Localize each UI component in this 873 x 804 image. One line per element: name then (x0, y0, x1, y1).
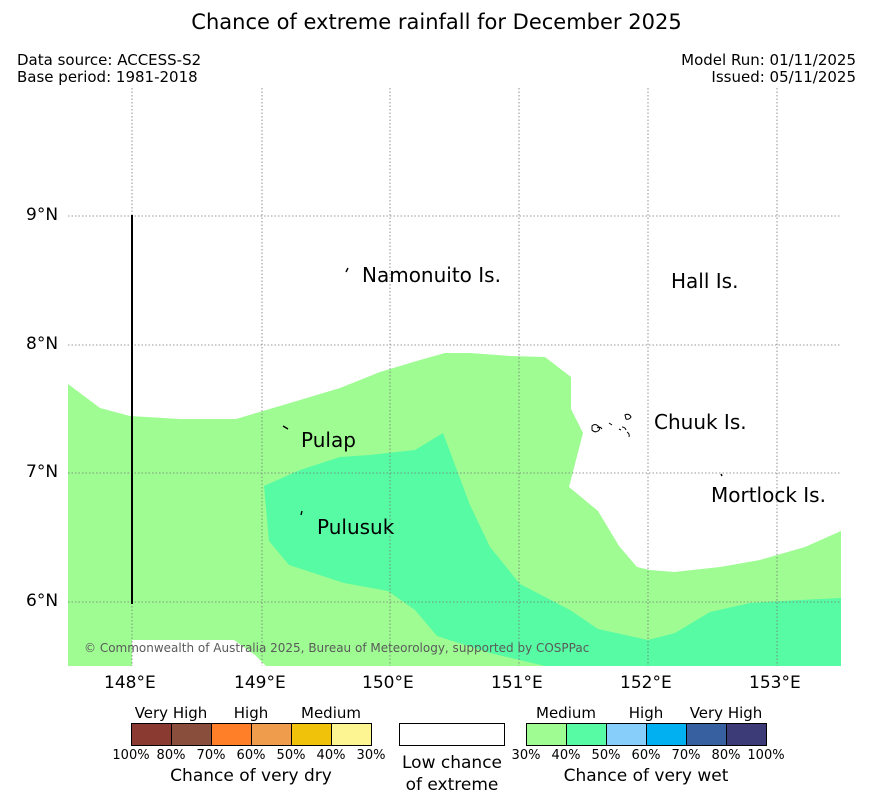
wet-tick-40: 40% (551, 748, 581, 763)
island-shapes (282, 267, 723, 516)
copyright-notice: © Commonwealth of Australia 2025, Bureau… (84, 641, 590, 655)
place-namonuito: Namonuito Is. (362, 263, 501, 287)
dry-very-high-label: Very High (134, 704, 208, 722)
model-run: Model Run: 01/11/2025 (681, 51, 856, 69)
wet-swatch-4 (686, 723, 727, 746)
dry-tick-30: 30% (356, 748, 386, 763)
place-hall: Hall Is. (671, 269, 739, 293)
lon-label-153e: 153°E (749, 673, 801, 693)
issued-date: Issued: 05/11/2025 (711, 68, 856, 86)
low-chance-label: Low chance of extreme (402, 752, 502, 796)
wet-tick-30: 30% (511, 748, 541, 763)
dry-tick-40: 40% (316, 748, 346, 763)
lat-label-8n: 8°N (26, 334, 59, 354)
medium-wet-40-50-region (264, 433, 841, 666)
lat-label-7n: 7°N (26, 462, 59, 482)
mortlock-island-shape (720, 473, 723, 477)
dry-tick-70: 70% (196, 748, 226, 763)
wet-swatch-1 (566, 723, 607, 746)
place-mortlock: Mortlock Is. (711, 483, 826, 507)
place-pulusuk: Pulusuk (317, 515, 395, 539)
lon-label-148e: 148°E (104, 673, 156, 693)
lon-label-150e: 150°E (362, 673, 414, 693)
chart-title: Chance of extreme rainfall for December … (191, 10, 682, 34)
dry-swatch-1 (171, 723, 212, 746)
wet-legend-title: Chance of very wet (563, 766, 729, 786)
wet-medium-label: Medium (536, 704, 596, 722)
gridlines (68, 88, 841, 666)
dry-swatch-5 (331, 723, 372, 746)
lat-label-6n: 6°N (26, 591, 59, 611)
namonuito-island-shape (345, 267, 349, 273)
data-source: Data source: ACCESS-S2 (17, 51, 202, 69)
dry-high-label: High (233, 704, 269, 722)
wet-tick-70: 70% (671, 748, 701, 763)
wet-colorbar (526, 723, 767, 746)
dry-swatch-2 (211, 723, 252, 746)
dry-swatch-3 (251, 723, 292, 746)
chuuk-islands-shape (591, 413, 632, 438)
wet-swatch-5 (726, 723, 767, 746)
base-period: Base period: 1981-2018 (17, 68, 198, 86)
wet-swatch-2 (606, 723, 647, 746)
dry-swatch-0 (131, 723, 172, 746)
wet-tick-50: 50% (591, 748, 621, 763)
pulusuk-island-shape (300, 510, 303, 516)
pulap-island-shape (282, 425, 289, 430)
low-chance-patch (132, 640, 266, 666)
dry-tick-60: 60% (236, 748, 266, 763)
place-chuuk: Chuuk Is. (654, 410, 747, 434)
lon-label-149e: 149°E (234, 673, 286, 693)
wet-swatch-3 (646, 723, 687, 746)
wet-high-label: High (628, 704, 664, 722)
dry-tick-80: 80% (156, 748, 186, 763)
lon-label-152e: 152°E (620, 673, 672, 693)
dry-medium-label: Medium (301, 704, 361, 722)
lon-label-151e: 151°E (491, 673, 543, 693)
dry-tick-100: 100% (112, 748, 150, 763)
wet-tick-100: 100% (747, 748, 785, 763)
dry-legend-title: Chance of very dry (170, 766, 332, 786)
wet-very-high-label: Very High (689, 704, 763, 722)
wet-tick-60: 60% (631, 748, 661, 763)
low-chance-line1: Low chance (402, 753, 502, 773)
wet-swatch-0 (526, 723, 567, 746)
dry-tick-50: 50% (276, 748, 306, 763)
dry-colorbar (131, 723, 372, 746)
low-chance-swatch (399, 723, 505, 746)
place-pulap: Pulap (301, 428, 356, 452)
dry-swatch-4 (291, 723, 332, 746)
wet-tick-80: 80% (711, 748, 741, 763)
lat-label-9n: 9°N (26, 205, 59, 225)
low-chance-line2: of extreme (405, 775, 499, 795)
